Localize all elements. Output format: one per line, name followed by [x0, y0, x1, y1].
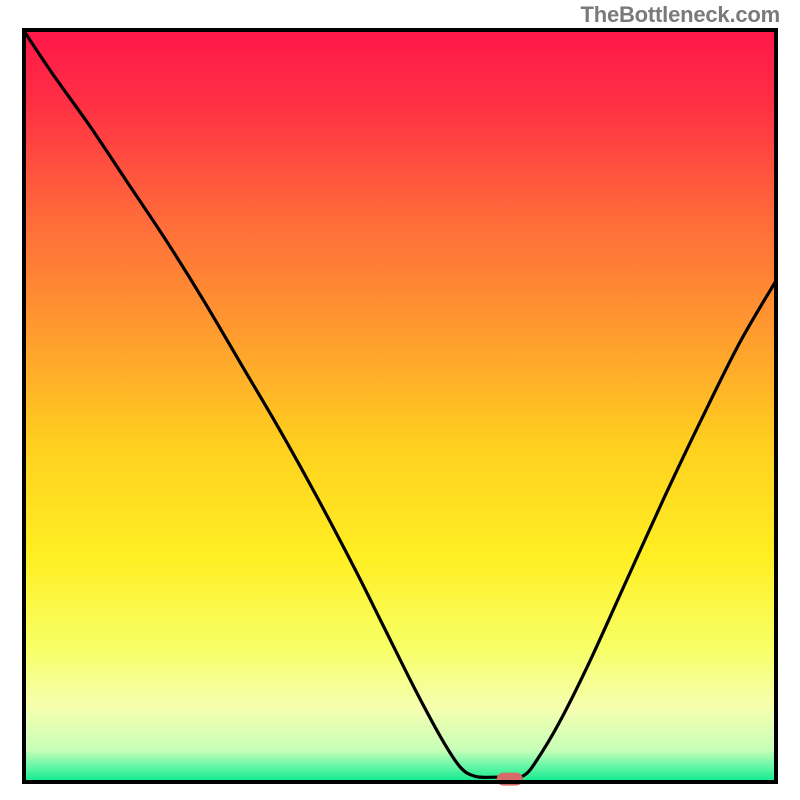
bottleneck-curve — [22, 28, 778, 784]
optimum-marker — [496, 772, 522, 785]
watermark-label: TheBottleneck.com — [580, 2, 780, 28]
chart-frame: TheBottleneck.com — [0, 0, 800, 800]
plot-area — [22, 28, 778, 784]
